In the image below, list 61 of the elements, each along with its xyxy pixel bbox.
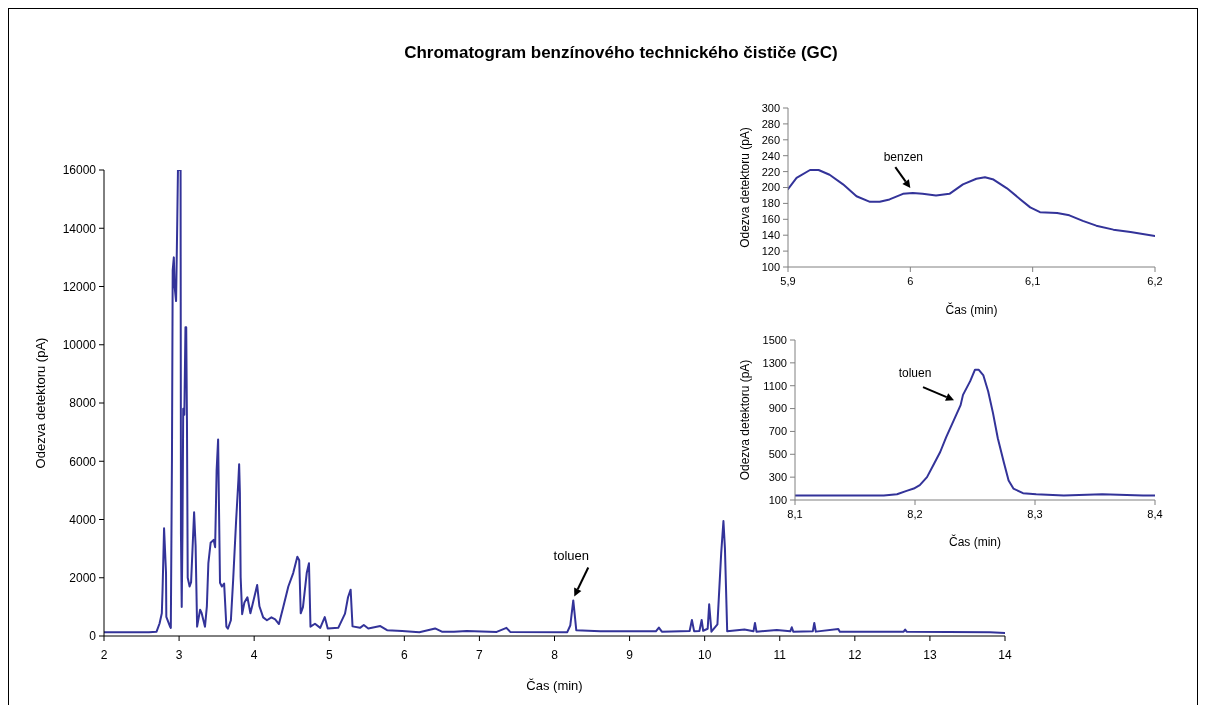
y-tick-label: 1500: [762, 333, 787, 346]
x-tick-label: 2: [100, 647, 108, 662]
line-series: [788, 169, 1155, 237]
x-tick-label: 6: [400, 647, 408, 662]
x-tick-label: 8,1: [787, 507, 803, 520]
y-tick-label: 900: [768, 402, 787, 415]
y-axis-title: Odezva detektoru (pA): [738, 359, 752, 481]
y-tick-label: 4000: [69, 512, 97, 527]
x-tick-label: 8: [551, 647, 559, 662]
chart-title: Chromatogram benzínového technického čističe (GC): [403, 43, 839, 63]
x-tick-label: 8,3: [1027, 507, 1043, 520]
x-tick-label: 7: [476, 647, 484, 662]
x-tick-label: 5,9: [780, 274, 796, 287]
y-tick-label: 1100: [763, 379, 787, 392]
y-tick-label: 700: [768, 425, 787, 438]
x-tick-label: 14: [998, 647, 1012, 662]
x-tick-label: 5: [325, 647, 333, 662]
annotation: benzen: [883, 150, 924, 165]
y-tick-label: 12000: [62, 279, 97, 294]
y-tick-label: 140: [761, 229, 780, 242]
x-tick-label: 11: [773, 647, 787, 662]
x-tick-label: 13: [923, 647, 937, 662]
annotation: toluen: [898, 366, 932, 381]
x-axis-title: Čas (min): [945, 302, 998, 317]
y-tick-label: 10000: [62, 338, 97, 353]
y-tick-label: 280: [761, 117, 780, 130]
y-tick-label: 300: [761, 101, 780, 114]
y-tick-label: 16000: [62, 163, 97, 178]
x-tick-label: 3: [175, 647, 183, 662]
x-tick-label: 6: [907, 274, 914, 287]
y-axis-title: Odezva detektoru (pA): [32, 337, 48, 469]
y-axis-title: Odezva detektoru (pA): [738, 127, 752, 248]
y-tick-label: 0: [89, 629, 97, 644]
x-tick-label: 9: [626, 647, 634, 662]
annotation: toluen: [553, 548, 589, 564]
x-tick-label: 8,4: [1147, 507, 1163, 520]
y-tick-label: 14000: [62, 221, 97, 236]
y-tick-label: 200: [761, 181, 780, 194]
y-tick-label: 2000: [69, 571, 97, 586]
y-tick-label: 180: [761, 197, 780, 210]
y-tick-label: 260: [761, 133, 780, 146]
x-tick-label: 4: [250, 647, 258, 662]
y-tick-label: 8000: [69, 396, 97, 411]
y-tick-label: 100: [768, 493, 787, 506]
x-axis-title: Čas (min): [526, 677, 583, 693]
y-tick-label: 100: [761, 260, 780, 273]
x-tick-label: 6,2: [1147, 274, 1163, 287]
y-tick-label: 240: [761, 149, 780, 162]
y-tick-label: 300: [768, 471, 787, 484]
line-series: [795, 368, 1155, 497]
y-tick-label: 6000: [69, 454, 97, 469]
y-tick-label: 1300: [762, 356, 787, 369]
y-tick-label: 120: [761, 245, 780, 258]
y-tick-label: 220: [761, 165, 780, 178]
x-axis-title: Čas (min): [948, 534, 1002, 549]
x-tick-label: 12: [848, 647, 862, 662]
x-tick-label: 8,2: [907, 507, 923, 520]
x-tick-label: 10: [697, 647, 712, 662]
y-tick-label: 160: [761, 213, 780, 226]
x-tick-label: 6,1: [1025, 274, 1041, 287]
y-tick-label: 500: [768, 448, 787, 461]
